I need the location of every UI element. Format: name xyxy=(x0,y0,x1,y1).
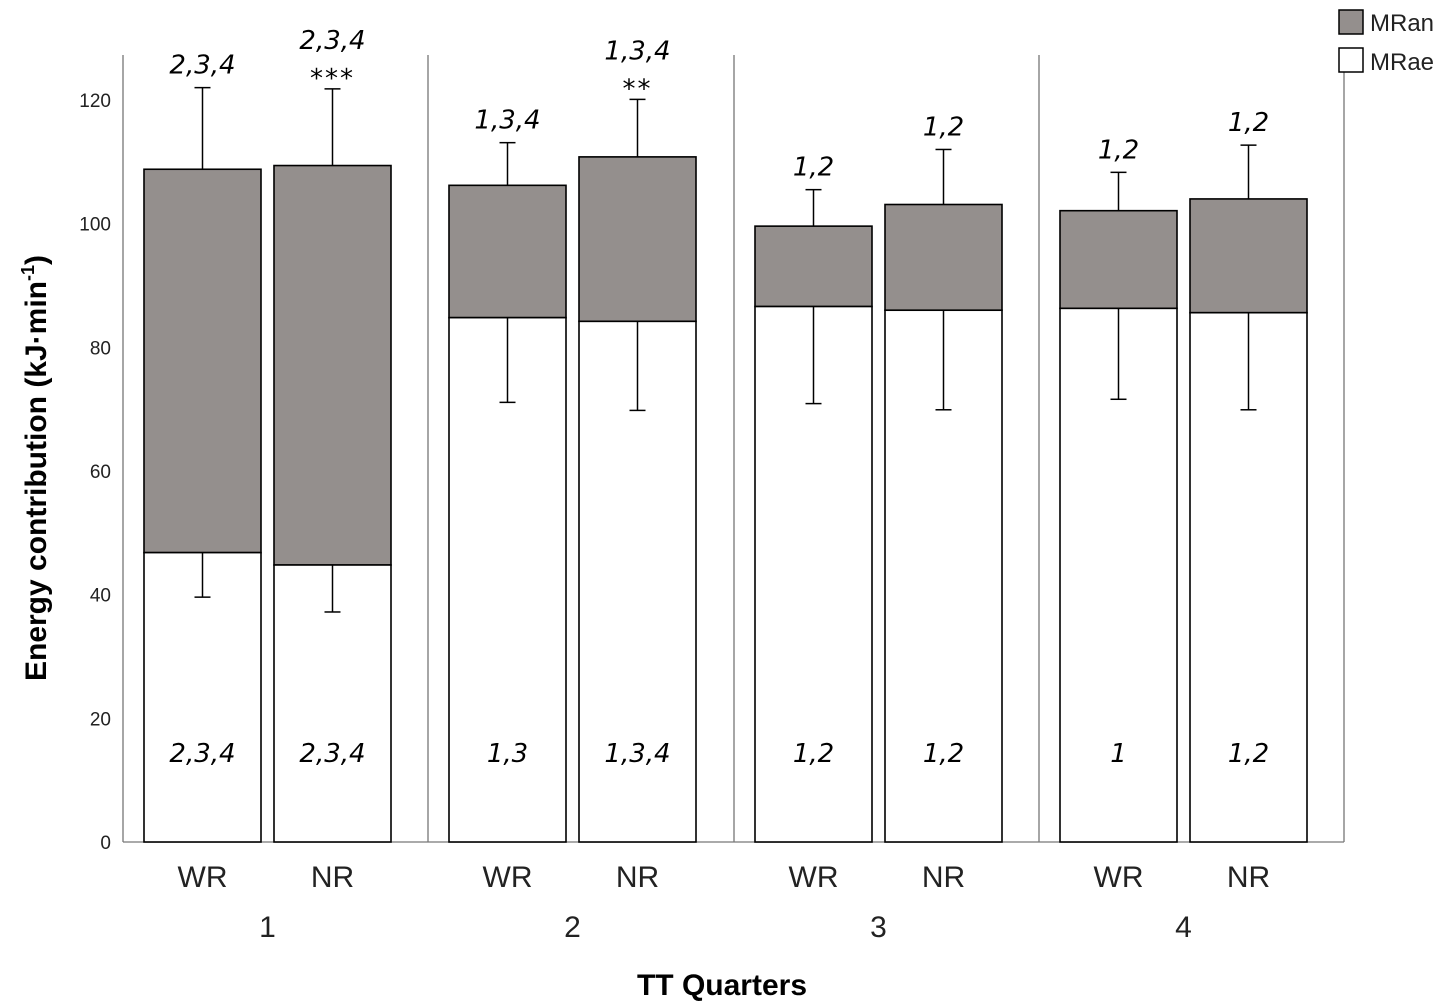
y-axis: 0 20 40 60 80 100 120 xyxy=(79,91,111,854)
top-annotation: 1,2 xyxy=(923,112,964,142)
bar-group-q4-wr: 1,21 xyxy=(1059,135,1178,843)
y-tick-label: 120 xyxy=(79,91,111,112)
condition-label: WR xyxy=(1094,861,1144,894)
quarter-label-2: 2 xyxy=(564,911,581,944)
category-labels: WR NR WR NR WR NR WR NR 1 2 3 4 xyxy=(178,861,1271,944)
bar-mran xyxy=(273,164,392,566)
bar-group-q3-nr: 1,2 1,2 xyxy=(884,112,1003,843)
y-tick-label: 60 xyxy=(90,462,111,483)
bar-mran xyxy=(143,168,262,554)
bar-mrae xyxy=(448,316,567,843)
top-annotation: 1,2 xyxy=(1228,108,1269,138)
top-annotation: 2,3,4 xyxy=(299,26,365,56)
condition-label: WR xyxy=(178,861,228,894)
y-tick-label: 40 xyxy=(90,586,111,607)
y-tick-label: 80 xyxy=(90,338,111,359)
condition-label: WR xyxy=(789,861,839,894)
bottom-annotation: 2,3,4 xyxy=(169,739,235,769)
legend-swatch-mran xyxy=(1338,9,1364,35)
significance-marker: *** xyxy=(310,64,355,94)
y-axis-title-main: Energy contribution (kJ·min xyxy=(20,281,53,681)
bottom-annotation: 1,3 xyxy=(487,739,528,769)
x-axis-title: TT Quarters xyxy=(637,969,807,1002)
condition-label: NR xyxy=(1227,861,1270,894)
top-annotation: 1,2 xyxy=(1098,135,1139,165)
bar-mran xyxy=(448,184,567,319)
top-annotation: 1,2 xyxy=(793,153,834,183)
top-annotation: 2,3,4 xyxy=(169,51,235,81)
legend: MRan MRae xyxy=(1338,9,1434,76)
quarter-label-4: 4 xyxy=(1175,911,1192,944)
bar-mran xyxy=(884,203,1003,312)
bar-group-q2-wr: 1,3,4 1,3 xyxy=(448,106,567,843)
quarter-label-1: 1 xyxy=(259,911,276,944)
significance-marker: ** xyxy=(623,74,653,104)
y-axis-title-end: ) xyxy=(20,255,53,265)
y-axis-title: Energy contribution (kJ·min-1) xyxy=(18,255,53,681)
top-annotation: 1,3,4 xyxy=(474,106,540,136)
bar-group-q2-nr: ** 1,3,4 1,3,4 xyxy=(578,36,697,843)
legend-label-mran: MRan xyxy=(1370,10,1434,37)
bar-mran xyxy=(754,225,873,308)
condition-label: NR xyxy=(922,861,965,894)
bar-group-q4-nr: 1,2 1,2 xyxy=(1189,108,1308,843)
bar-mran xyxy=(1059,209,1178,310)
bar-group-q3-wr: 1,2 1,2 xyxy=(754,153,873,843)
bar-group-q1-nr: *** 2,3,4 2,3,4 xyxy=(273,26,392,843)
bottom-annotation: 1,2 xyxy=(1228,739,1269,769)
bottom-annotation: 1 xyxy=(1110,739,1127,769)
legend-label-mrae: MRae xyxy=(1370,49,1434,76)
condition-label: NR xyxy=(311,861,354,894)
bottom-annotation: 1,2 xyxy=(793,739,834,769)
bar-mrae xyxy=(143,551,262,843)
y-tick-label: 20 xyxy=(90,709,111,730)
bar-mran xyxy=(1189,198,1308,314)
quarter-label-3: 3 xyxy=(870,911,887,944)
y-tick-label: 100 xyxy=(79,215,111,236)
bar-mran xyxy=(578,156,697,323)
top-annotation: 1,3,4 xyxy=(604,36,670,66)
bottom-annotation: 1,3,4 xyxy=(604,739,670,769)
bars: 2,3,42,3,4***2,3,42,3,41,3,41,3**1,3,41,… xyxy=(143,26,1308,843)
bottom-annotation: 1,2 xyxy=(923,739,964,769)
bar-group-q1-wr: 2,3,4 2,3,4 xyxy=(143,51,262,843)
condition-label: WR xyxy=(483,861,533,894)
bottom-annotation: 2,3,4 xyxy=(299,739,365,769)
y-tick-label: 0 xyxy=(100,833,111,854)
condition-label: NR xyxy=(616,861,659,894)
y-axis-title-sup: -1 xyxy=(18,265,38,281)
legend-swatch-mrae xyxy=(1338,47,1364,73)
